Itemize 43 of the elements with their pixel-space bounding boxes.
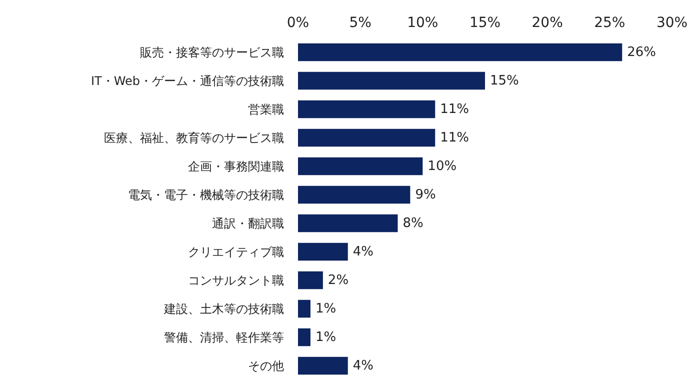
data-label: 10% (428, 158, 457, 174)
y-tick-label: コンサルタント職 (188, 273, 284, 288)
bar (298, 72, 485, 90)
data-label: 11% (440, 130, 470, 146)
y-tick-label: 電気・電子・機械等の技術職 (128, 188, 284, 202)
bar (298, 157, 423, 176)
data-label: 15% (490, 73, 519, 88)
y-tick-label: 企画・事務関連職 (188, 159, 284, 174)
data-label: 2% (328, 272, 349, 288)
bar (298, 242, 348, 261)
x-tick-label: 0% (286, 15, 310, 31)
bar (298, 100, 436, 118)
x-tick-label: 15% (469, 15, 501, 31)
bar (298, 43, 622, 62)
y-tick-label: その他 (248, 358, 284, 373)
bar (298, 214, 398, 232)
bar (298, 271, 323, 290)
data-label: 11% (440, 102, 470, 117)
bar (298, 186, 410, 204)
y-tick-label: 販売・接客等のサービス職 (140, 45, 284, 60)
y-tick-label: 警備、清掃、軽作業等 (164, 330, 284, 344)
y-tick-label: IT・Web・ゲーム・通信等の技術職 (90, 74, 284, 88)
x-tick-label: 30% (656, 15, 688, 31)
data-label: 1% (315, 330, 336, 345)
x-tick-label: 25% (594, 15, 626, 31)
y-tick-label: 医療、福祉、教育等のサービス職 (104, 130, 284, 145)
data-label: 9% (415, 187, 436, 202)
x-tick-label: 5% (349, 15, 372, 31)
bar (298, 128, 436, 147)
data-label: 4% (352, 358, 374, 374)
x-tick-label: 20% (532, 15, 563, 31)
data-label: 8% (402, 216, 424, 231)
data-label: 1% (315, 301, 336, 316)
bar (298, 356, 348, 375)
y-tick-label: 営業職 (248, 102, 284, 116)
y-tick-label: 通訳・翻訳職 (212, 216, 284, 230)
y-tick-label: 建設、土木等の技術職 (163, 302, 284, 316)
data-label: 26% (627, 44, 656, 60)
x-tick-label: 10% (407, 15, 438, 31)
bar (298, 328, 310, 346)
data-label: 4% (352, 244, 374, 260)
bar (298, 300, 310, 318)
y-tick-label: クリエイティブ職 (188, 244, 284, 259)
